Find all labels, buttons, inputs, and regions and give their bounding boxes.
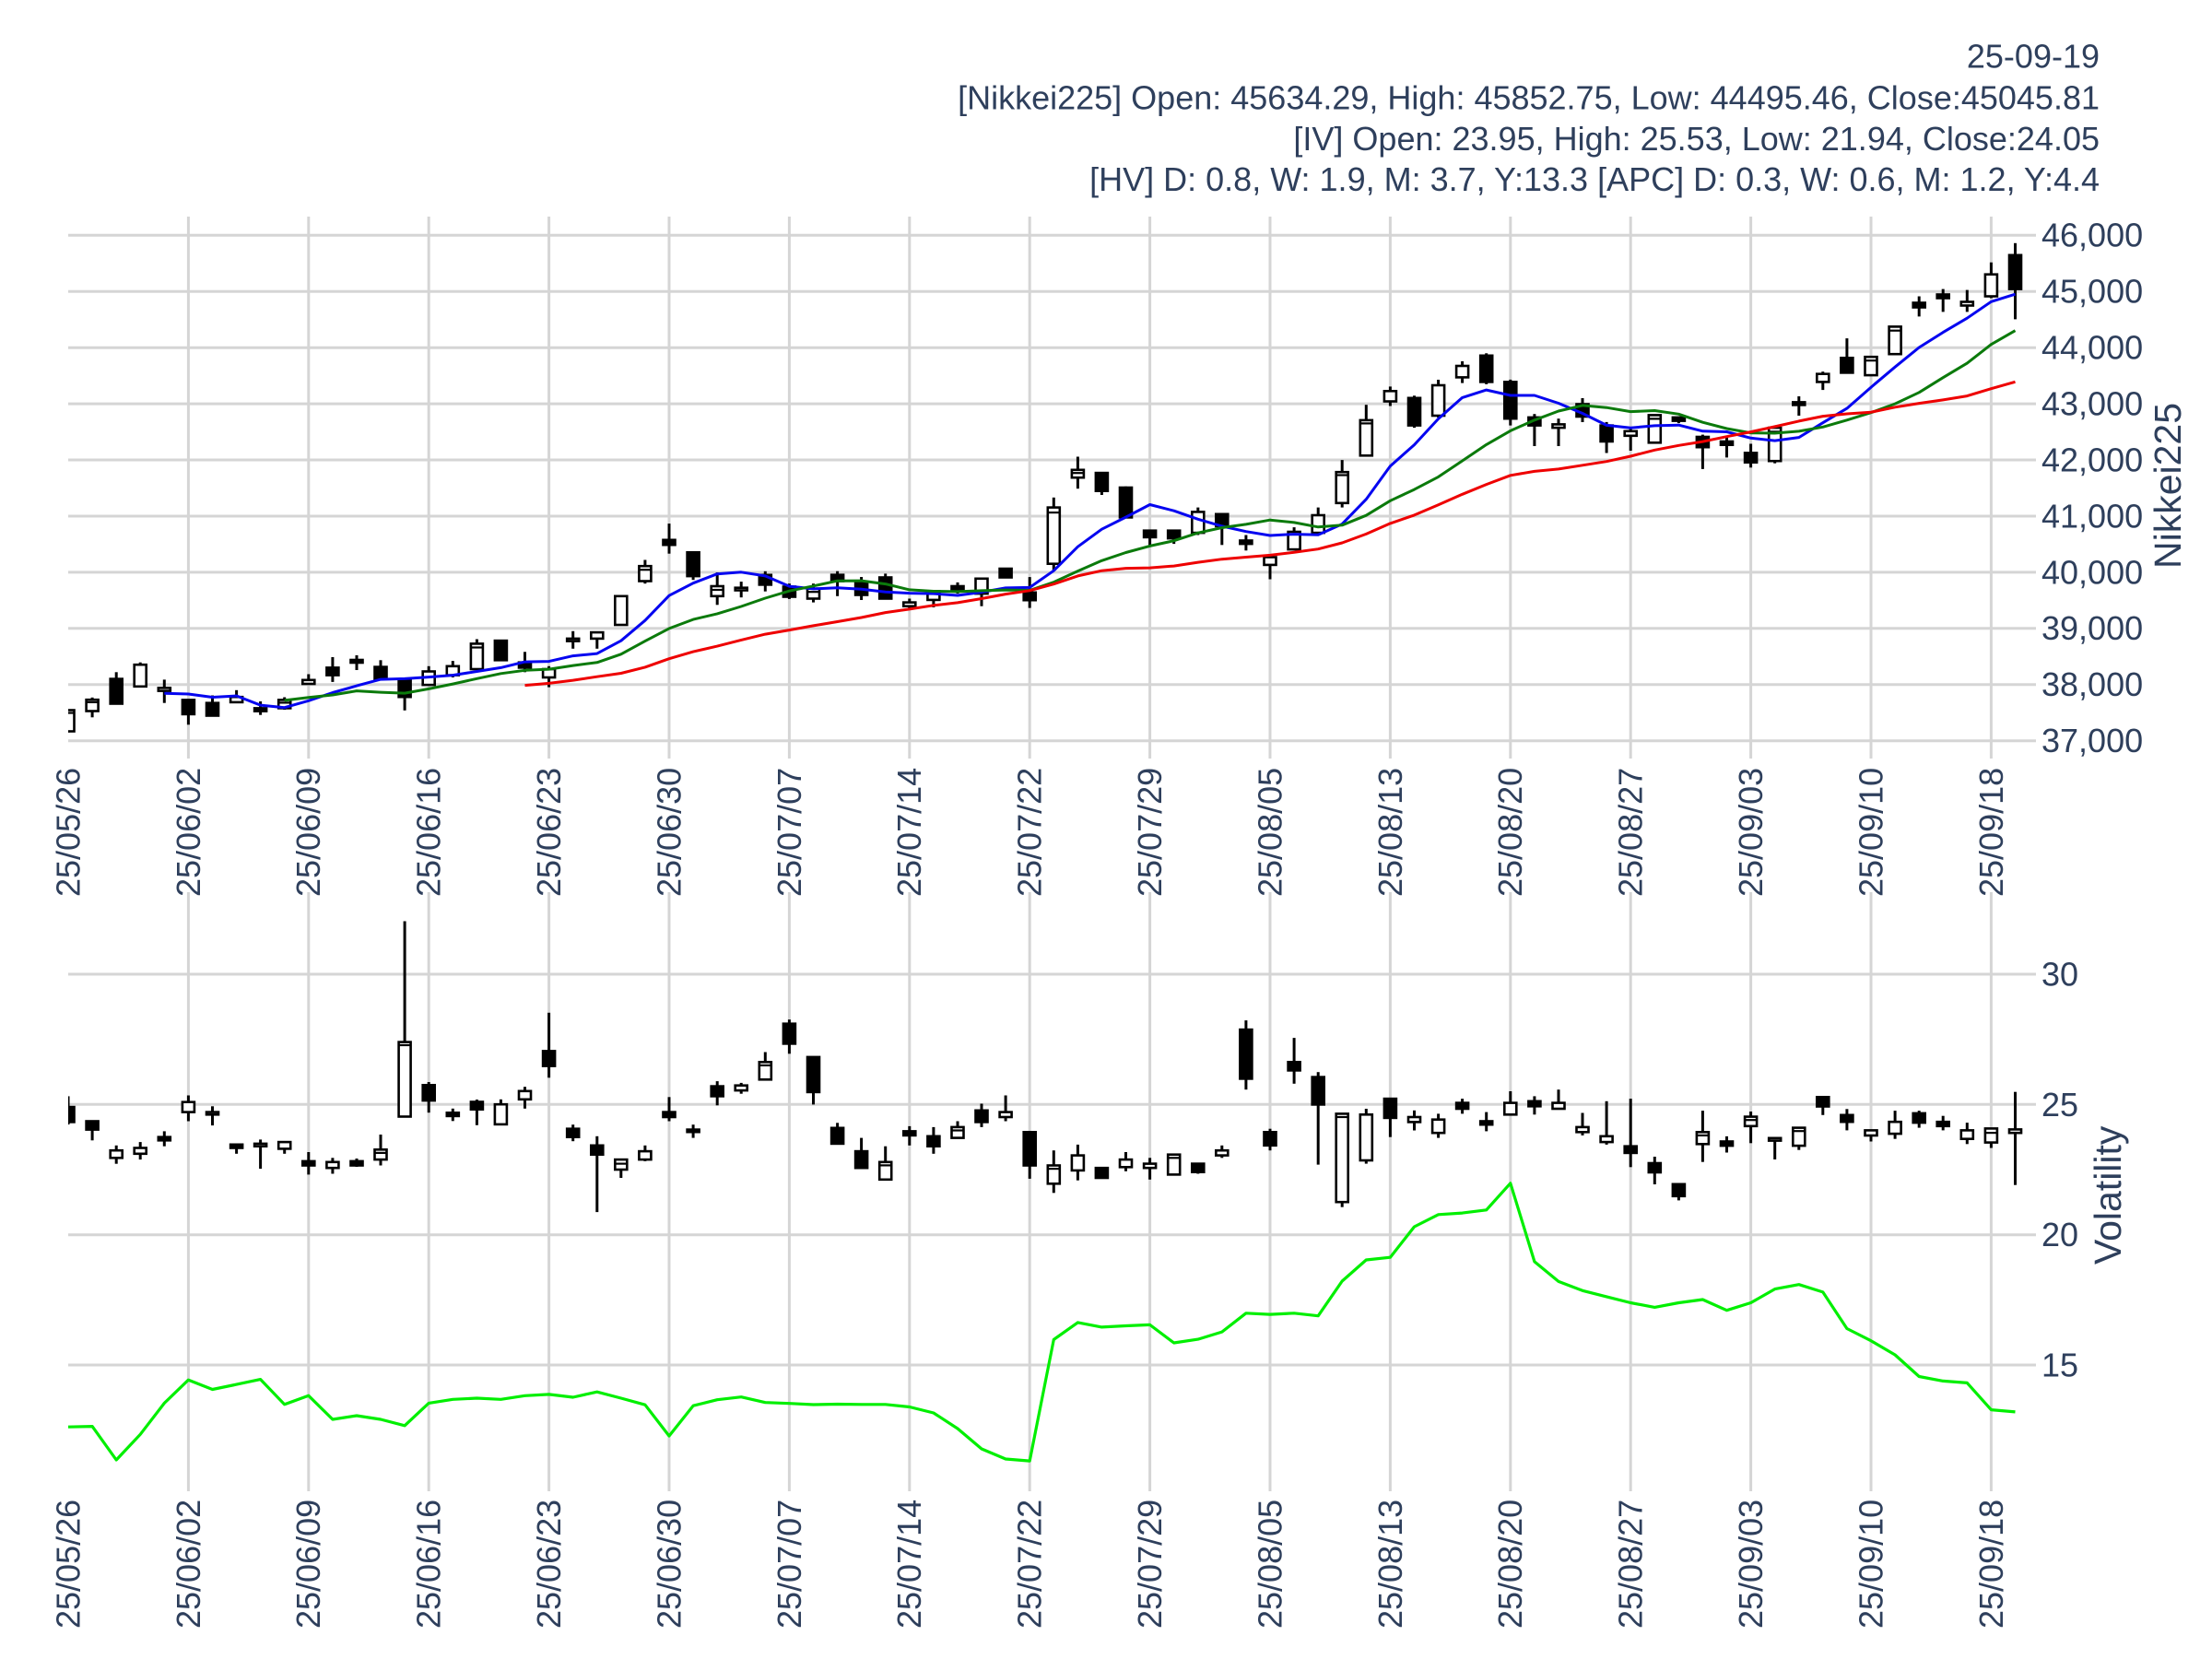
- svg-text:[IV] Open: 23.95, High: 25.53,: [IV] Open: 23.95, High: 25.53, Low: 21.9…: [1293, 120, 2100, 158]
- svg-text:25/06/30: 25/06/30: [650, 1500, 688, 1629]
- svg-text:25/09/10: 25/09/10: [1852, 1500, 1889, 1629]
- svg-text:25/07/14: 25/07/14: [890, 768, 928, 897]
- svg-text:25/08/13: 25/08/13: [1371, 768, 1409, 897]
- svg-text:25/06/02: 25/06/02: [170, 768, 207, 897]
- svg-text:25/08/05: 25/08/05: [1251, 768, 1288, 897]
- svg-text:25/08/20: 25/08/20: [1491, 1500, 1529, 1629]
- svg-text:Nikkei225: Nikkei225: [2147, 403, 2189, 569]
- svg-text:25/09/03: 25/09/03: [1732, 1500, 1770, 1629]
- svg-text:25/06/30: 25/06/30: [650, 768, 688, 897]
- svg-text:42,000: 42,000: [2041, 441, 2143, 478]
- svg-text:41,000: 41,000: [2041, 497, 2143, 535]
- svg-text:25/07/22: 25/07/22: [1011, 1500, 1049, 1629]
- svg-text:43,000: 43,000: [2041, 385, 2143, 423]
- svg-text:25/06/16: 25/06/16: [410, 768, 448, 897]
- svg-text:25/06/23: 25/06/23: [530, 1500, 568, 1629]
- svg-text:25/08/27: 25/08/27: [1612, 1500, 1650, 1629]
- svg-text:25/05/26: 25/05/26: [49, 1500, 87, 1629]
- svg-text:25/07/29: 25/07/29: [1131, 1500, 1169, 1629]
- svg-text:25/08/05: 25/08/05: [1251, 1500, 1288, 1629]
- svg-text:25/07/07: 25/07/07: [771, 1500, 808, 1629]
- svg-text:25/06/09: 25/06/09: [289, 768, 327, 897]
- svg-text:46,000: 46,000: [2041, 217, 2143, 254]
- svg-text:37,000: 37,000: [2041, 722, 2143, 759]
- svg-text:44,000: 44,000: [2041, 329, 2143, 367]
- svg-text:25/09/18: 25/09/18: [1972, 768, 2010, 897]
- svg-text:15: 15: [2041, 1347, 2078, 1384]
- svg-text:25/06/02: 25/06/02: [170, 1500, 207, 1629]
- svg-text:25/07/29: 25/07/29: [1131, 768, 1169, 897]
- svg-text:25-09-19: 25-09-19: [1967, 37, 2100, 75]
- svg-text:38,000: 38,000: [2041, 665, 2143, 703]
- svg-text:25/09/18: 25/09/18: [1972, 1500, 2010, 1629]
- svg-text:25/07/22: 25/07/22: [1011, 768, 1049, 897]
- svg-text:45,000: 45,000: [2041, 273, 2143, 311]
- svg-text:25/06/09: 25/06/09: [289, 1500, 327, 1629]
- svg-text:Volatility: Volatility: [2087, 1125, 2129, 1265]
- svg-text:25/07/14: 25/07/14: [890, 1500, 928, 1629]
- svg-text:25/06/16: 25/06/16: [410, 1500, 448, 1629]
- svg-text:25: 25: [2041, 1086, 2078, 1124]
- svg-text:25/05/26: 25/05/26: [49, 768, 87, 897]
- svg-text:20: 20: [2041, 1216, 2078, 1253]
- svg-text:25/06/23: 25/06/23: [530, 768, 568, 897]
- svg-text:25/08/27: 25/08/27: [1612, 768, 1650, 897]
- svg-text:39,000: 39,000: [2041, 609, 2143, 647]
- svg-text:25/08/20: 25/08/20: [1491, 768, 1529, 897]
- svg-text:25/09/03: 25/09/03: [1732, 768, 1770, 897]
- svg-text:25/09/10: 25/09/10: [1852, 768, 1889, 897]
- svg-text:[HV] D: 0.8, W: 1.9, M: 3.7, Y: [HV] D: 0.8, W: 1.9, M: 3.7, Y:13.3 [APC…: [1089, 160, 2100, 198]
- svg-text:25/08/13: 25/08/13: [1371, 1500, 1409, 1629]
- svg-text:25/07/07: 25/07/07: [771, 768, 808, 897]
- svg-text:30: 30: [2041, 955, 2078, 993]
- svg-text:[Nikkei225] Open: 45634.29, Hi: [Nikkei225] Open: 45634.29, High: 45852.…: [958, 79, 2100, 117]
- svg-text:40,000: 40,000: [2041, 553, 2143, 591]
